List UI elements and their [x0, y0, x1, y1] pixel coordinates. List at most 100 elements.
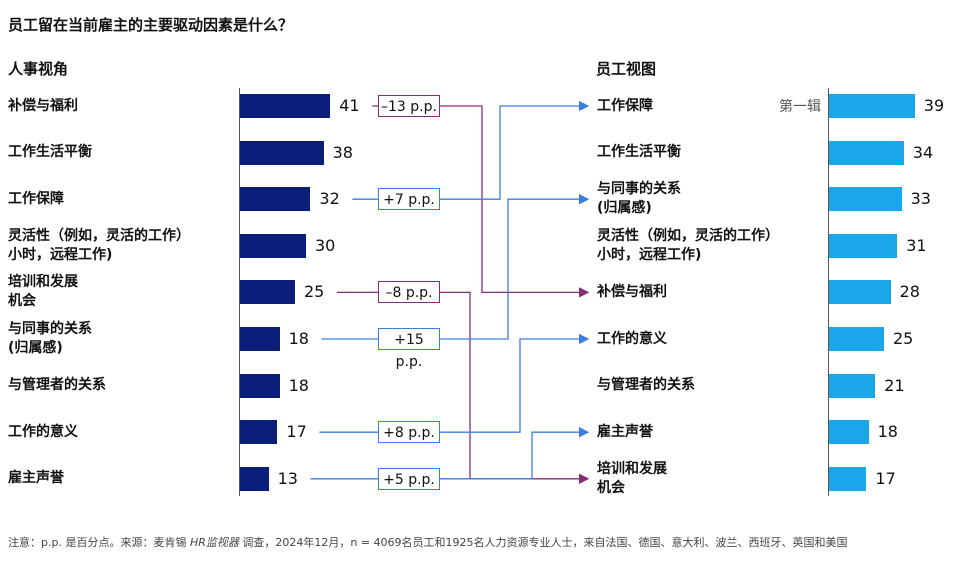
hr-bar-7 — [240, 420, 278, 445]
employee-value-5: 25 — [893, 329, 914, 348]
gap-link-3 — [321, 194, 590, 340]
hr-label-4-line2: 机会 — [8, 293, 36, 310]
employee-label-3: 灵活性（例如，灵活的工作） 小时，远程工作) — [597, 227, 779, 265]
hr-panel-title: 人事视角 — [8, 60, 69, 78]
gap-label-4: +8 p.p. — [378, 421, 440, 444]
hr-value-7: 17 — [286, 422, 307, 442]
hr-value-8: 13 — [277, 468, 298, 488]
employee-label-8-line1: 培训和发展 — [597, 460, 667, 477]
hr-value-2: 32 — [319, 189, 340, 209]
hr-label-2: 工作保障 — [8, 190, 64, 209]
employee-bar-7 — [829, 420, 869, 445]
employee-label-7: 雇主声誉 — [597, 423, 653, 442]
gap-label-2: –8 p.p. — [378, 281, 440, 304]
hr-bar-6 — [240, 373, 280, 398]
hr-label-5-line2: (归属感) — [8, 340, 63, 356]
hr-axis-line — [239, 88, 240, 496]
gap-link-4 — [319, 333, 590, 433]
footnote-details: 调查，2024年12月，n = 4069名员工和1925名人力资源专业人士，来自… — [242, 536, 848, 549]
employee-panel-title: 员工视图 — [596, 60, 657, 78]
employee-label-2: 与同事的关系 (归属感) — [597, 180, 681, 218]
footnote: 注意：p.p. 是百分点。来源：麦肯锡 HR监视器 调查，2024年12月，n … — [8, 535, 908, 551]
gap-label-5: +5 p.p. — [378, 467, 440, 490]
gap-label-0: –13 p.p. — [378, 95, 440, 117]
employee-label-7-line1: 雇主声誉 — [597, 423, 653, 440]
hr-bar-5 — [240, 327, 280, 351]
hr-label-4: 培训和发展 机会 — [8, 273, 78, 311]
hr-bar-0 — [240, 94, 331, 118]
employee-bar-8 — [829, 466, 867, 491]
hr-bar-4 — [240, 280, 295, 305]
employee-label-3-line1: 灵活性（例如，灵活的工作） — [597, 227, 779, 244]
hr-value-3: 30 — [315, 235, 336, 255]
hr-label-8-line1: 雇主声誉 — [8, 470, 64, 487]
employee-value-0: 39 — [923, 96, 945, 115]
hr-label-7: 工作的意义 — [8, 423, 78, 442]
employee-label-3-line2: 小时，远程工作) — [597, 246, 702, 263]
hr-label-3: 灵活性（例如，灵活的工作） 小时，远程工作) — [8, 227, 190, 265]
hr-label-5-line1: 与同事的关系 — [8, 321, 92, 337]
hr-value-5: 18 — [288, 329, 309, 348]
employee-label-6: 与管理者的关系 — [597, 376, 695, 395]
hr-label-6-line1: 与管理者的关系 — [8, 377, 106, 394]
gap-link-5 — [310, 427, 590, 480]
gap-link-2 — [337, 291, 590, 484]
hr-label-0-line1: 补偿与福利 — [8, 97, 78, 114]
employee-bar-3 — [829, 233, 898, 258]
employee-label-8-line2: 机会 — [597, 479, 625, 496]
employee-value-8: 17 — [875, 468, 896, 488]
footnote-source: 注意：p.p. 是百分点。来源：麦肯锡 — [8, 536, 187, 549]
edition-annotation: 第一辑 — [779, 99, 821, 115]
gap-label-3: +15 p.p. — [378, 328, 440, 370]
employee-label-2-line2: (归属感) — [597, 200, 652, 217]
hr-label-1: 工作生活平衡 — [8, 143, 92, 162]
hr-bar-8 — [240, 466, 269, 491]
employee-bar-4 — [829, 280, 891, 305]
employee-value-4: 28 — [899, 282, 920, 302]
employee-value-7: 18 — [877, 422, 898, 442]
hr-bar-1 — [240, 140, 324, 165]
footnote-survey-name: HR监视器 — [189, 536, 239, 549]
hr-bar-2 — [240, 187, 311, 212]
hr-label-8: 雇主声誉 — [8, 469, 64, 488]
employee-value-3: 31 — [906, 235, 927, 255]
employee-bar-6 — [829, 373, 876, 398]
hr-value-6: 18 — [288, 375, 309, 395]
employee-bar-2 — [829, 187, 902, 212]
employee-bar-0 — [829, 94, 915, 118]
gap-label-1: +7 p.p. — [378, 188, 440, 211]
employee-label-5: 工作的意义 — [597, 330, 667, 349]
employee-label-8: 培训和发展 机会 — [597, 460, 667, 498]
hr-bar-3 — [240, 233, 306, 258]
employee-value-2: 33 — [910, 189, 931, 209]
hr-label-5: 与同事的关系 (归属感) — [8, 320, 92, 358]
employee-bar-5 — [829, 327, 884, 351]
employee-label-5-line1: 工作的意义 — [597, 330, 667, 347]
employee-axis-line — [828, 88, 829, 496]
employee-value-6: 21 — [884, 375, 905, 395]
employee-label-1: 工作生活平衡 — [597, 143, 681, 162]
hr-value-4: 25 — [304, 282, 325, 302]
hr-label-4-line1: 培训和发展 — [8, 274, 78, 291]
employee-label-1-line1: 工作生活平衡 — [597, 144, 681, 161]
employee-label-2-line1: 与同事的关系 — [597, 181, 681, 198]
hr-value-1: 38 — [332, 142, 353, 162]
employee-bar-1 — [829, 140, 904, 165]
employee-label-6-line1: 与管理者的关系 — [597, 377, 695, 394]
employee-label-0: 工作保障 — [597, 97, 653, 116]
gap-link-1 — [352, 100, 590, 200]
hr-value-0: 41 — [339, 96, 360, 115]
hr-label-3-line1: 灵活性（例如，灵活的工作） — [8, 227, 190, 244]
employee-value-1: 34 — [912, 142, 934, 162]
hr-label-2-line1: 工作保障 — [8, 190, 64, 207]
hr-label-6: 与管理者的关系 — [8, 376, 106, 395]
employee-label-4-line1: 补偿与福利 — [597, 283, 667, 300]
employee-label-0-line1: 工作保障 — [597, 97, 653, 114]
hr-label-0: 补偿与福利 — [8, 97, 78, 116]
hr-label-7-line1: 工作的意义 — [8, 423, 78, 440]
hr-label-1-line1: 工作生活平衡 — [8, 144, 92, 161]
chart-title: 员工留在当前雇主的主要驱动因素是什么？ — [8, 16, 294, 34]
hr-label-3-line2: 小时，远程工作) — [8, 246, 113, 263]
employee-label-4: 补偿与福利 — [597, 283, 667, 302]
